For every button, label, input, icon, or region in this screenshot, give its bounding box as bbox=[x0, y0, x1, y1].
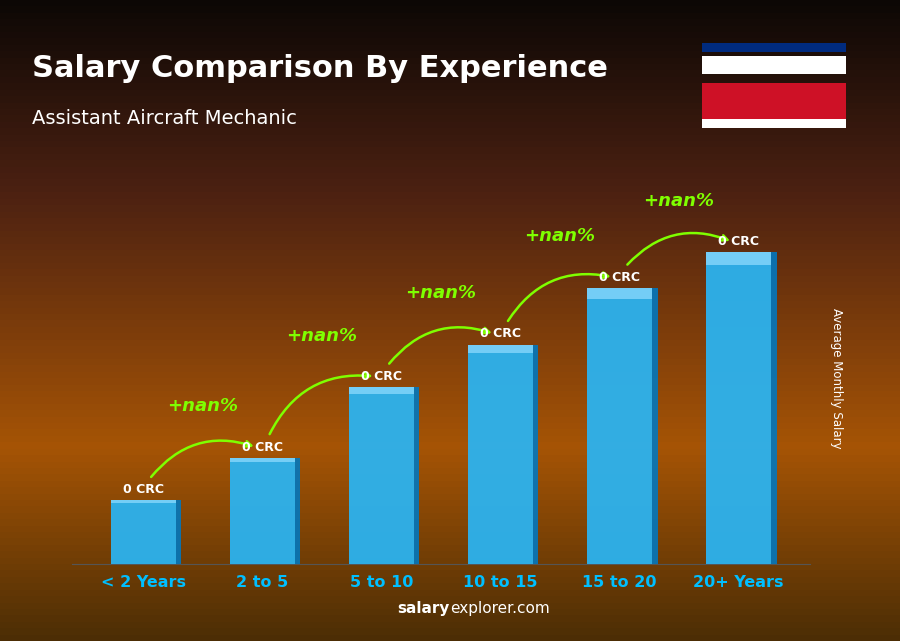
Bar bbox=[702, 83, 846, 119]
Text: Average Monthly Salary: Average Monthly Salary bbox=[831, 308, 843, 449]
Bar bbox=[702, 43, 846, 52]
Text: +nan%: +nan% bbox=[406, 284, 476, 302]
Bar bbox=[702, 56, 846, 74]
Text: Salary Comparison By Experience: Salary Comparison By Experience bbox=[32, 54, 608, 83]
Bar bbox=[295, 458, 301, 564]
Text: Assistant Aircraft Mechanic: Assistant Aircraft Mechanic bbox=[32, 110, 296, 128]
Text: 0 CRC: 0 CRC bbox=[361, 370, 402, 383]
Text: 0 CRC: 0 CRC bbox=[599, 271, 640, 284]
Bar bbox=[468, 345, 533, 564]
Bar bbox=[111, 501, 176, 564]
Bar bbox=[349, 387, 414, 394]
Text: 0 CRC: 0 CRC bbox=[718, 235, 759, 248]
Text: +nan%: +nan% bbox=[644, 192, 715, 210]
Text: +nan%: +nan% bbox=[167, 397, 238, 415]
Bar bbox=[587, 288, 652, 564]
Text: +nan%: +nan% bbox=[286, 326, 357, 345]
Text: 0 CRC: 0 CRC bbox=[242, 440, 283, 454]
Bar bbox=[702, 110, 846, 128]
Bar bbox=[414, 387, 419, 564]
Text: 0 CRC: 0 CRC bbox=[480, 328, 521, 340]
Bar bbox=[230, 458, 295, 564]
Bar bbox=[652, 288, 658, 564]
Bar bbox=[111, 501, 176, 503]
Bar bbox=[706, 253, 771, 265]
Bar bbox=[706, 253, 771, 564]
Bar bbox=[533, 345, 538, 564]
Bar bbox=[771, 253, 777, 564]
Bar bbox=[587, 288, 652, 299]
Bar bbox=[176, 501, 182, 564]
Text: salary: salary bbox=[398, 601, 450, 617]
Text: +nan%: +nan% bbox=[525, 228, 596, 246]
Bar bbox=[702, 124, 846, 133]
Text: explorer.com: explorer.com bbox=[450, 601, 550, 617]
Text: 0 CRC: 0 CRC bbox=[123, 483, 164, 496]
Bar bbox=[230, 458, 295, 462]
Bar bbox=[468, 345, 533, 353]
Bar bbox=[349, 387, 414, 564]
